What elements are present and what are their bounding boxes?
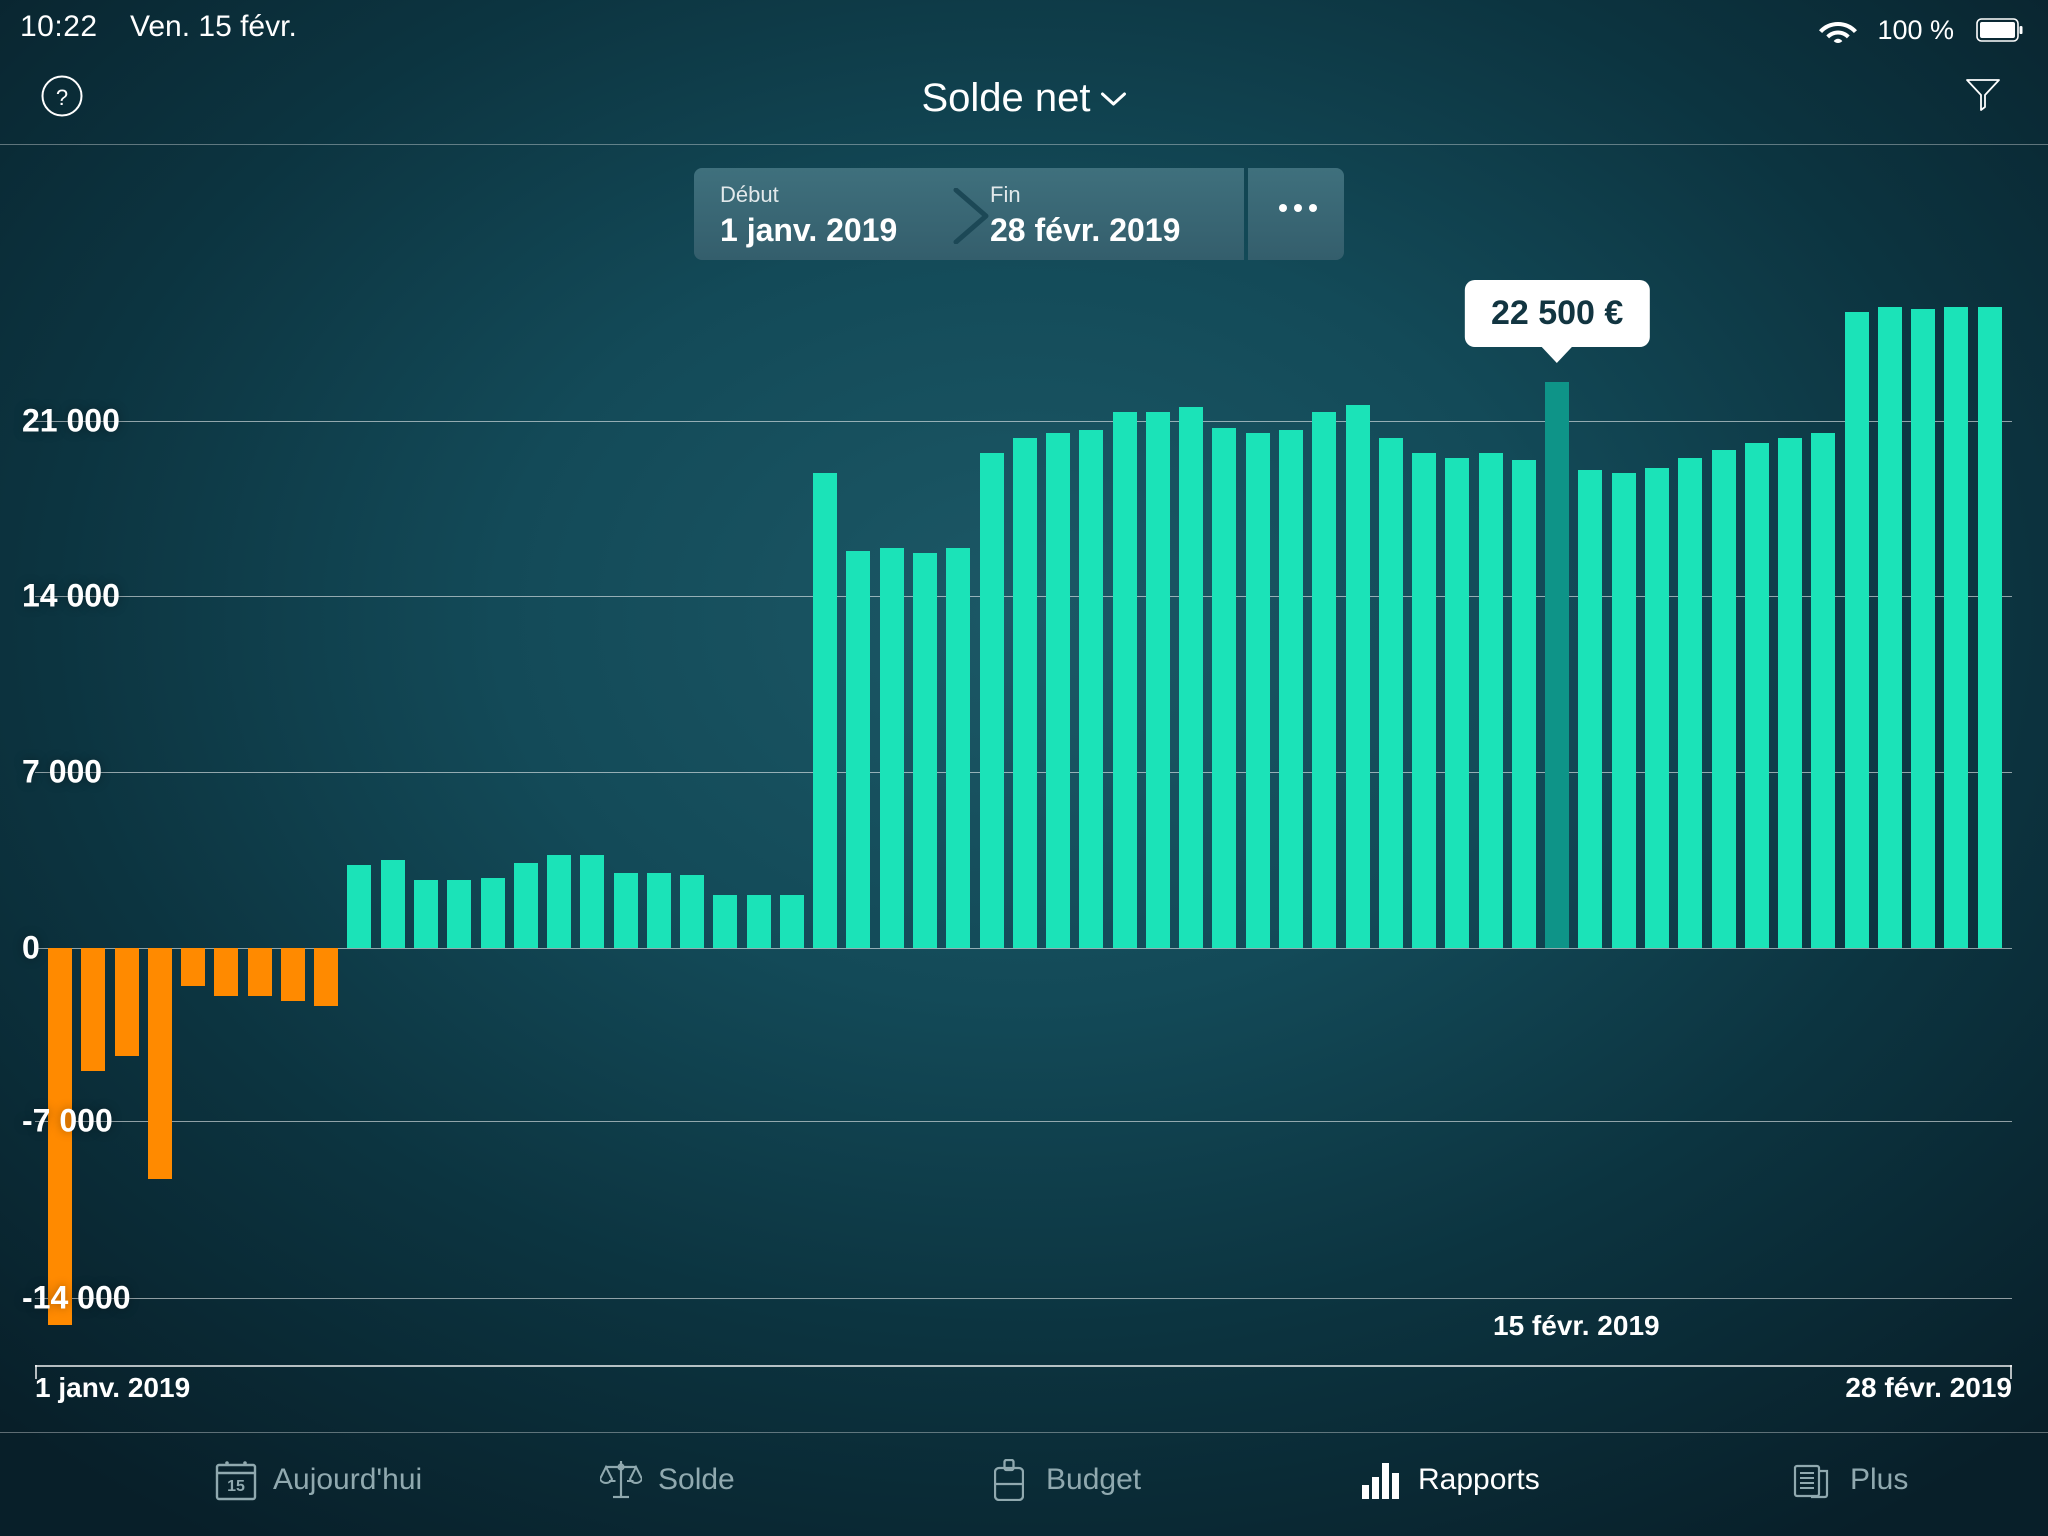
svg-text:15: 15 (227, 1478, 245, 1495)
